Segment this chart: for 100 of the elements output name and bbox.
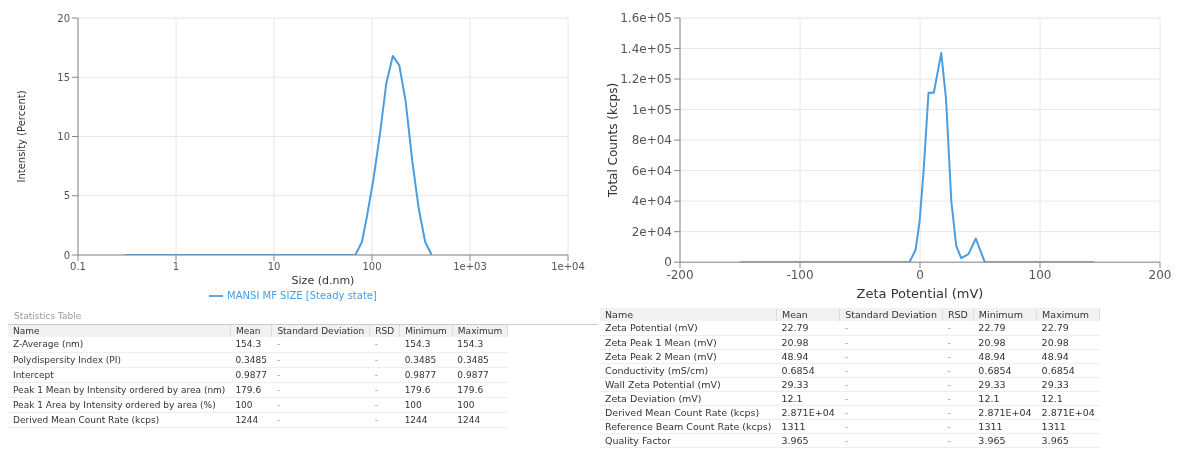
- category-label: Name: [600, 308, 777, 321]
- text: -: [276, 369, 281, 380]
- category-label: Name: [8, 325, 231, 337]
- y-tick-label: 1.2e+05: [620, 72, 672, 87]
- text: 179.6: [457, 384, 484, 395]
- text: -: [844, 420, 849, 432]
- text: -: [947, 434, 951, 446]
- text: 20.98: [781, 336, 809, 348]
- text: 154.3: [235, 339, 262, 350]
- x-tick-label: -200: [666, 267, 694, 282]
- text: -: [374, 369, 378, 380]
- text: 0.3485: [457, 354, 489, 365]
- x-tick-label: 0: [916, 267, 924, 282]
- text: 0.6854: [978, 364, 1012, 376]
- category-label: Mean: [230, 325, 272, 337]
- text: 3.965: [978, 434, 1006, 446]
- text: 22.79: [978, 322, 1006, 334]
- text: 1311: [1041, 420, 1066, 432]
- text: 0.9877: [404, 369, 437, 380]
- text: Zeta Deviation (mV): [605, 392, 702, 404]
- text: 179.6: [404, 384, 431, 395]
- text: 29.33: [1041, 378, 1069, 390]
- text: -: [947, 420, 951, 432]
- text: -: [947, 350, 951, 362]
- x-tick-label: 200: [1148, 267, 1172, 282]
- text: Zeta Peak 1 Mean (mV): [605, 336, 717, 348]
- text: -: [374, 414, 378, 425]
- y-tick-label: 20: [57, 12, 70, 24]
- text: 0.3485: [235, 354, 267, 365]
- text: 100: [404, 399, 422, 410]
- text: Polydispersity Index (PI): [13, 354, 121, 365]
- category-label: Standard Deviation: [839, 308, 943, 321]
- text: 1244: [404, 414, 428, 425]
- y-tick-label: 5: [63, 190, 70, 202]
- text: 12.1: [781, 392, 803, 404]
- text: 2.871E+04: [978, 406, 1032, 418]
- text: Statistics Table: [8, 308, 598, 325]
- text: -: [844, 406, 849, 418]
- text: 1244: [235, 414, 259, 425]
- text: -: [844, 364, 849, 376]
- line-series: [739, 52, 1095, 263]
- text: 0.6854: [781, 364, 815, 376]
- text: -: [374, 339, 378, 350]
- legend-label: MANSI MF SIZE [Steady state]: [227, 290, 377, 301]
- text: -: [947, 364, 951, 376]
- text: 154.3: [457, 339, 484, 350]
- text: 12.1: [978, 392, 1000, 404]
- text: 22.79: [781, 322, 809, 334]
- text: -: [947, 378, 951, 390]
- text: Conductivity (mS/cm): [605, 364, 709, 376]
- text: -: [844, 350, 849, 362]
- text: -: [374, 399, 378, 410]
- y-axis-title: Intensity (Percent): [15, 90, 27, 183]
- text: -: [947, 322, 951, 334]
- y-tick-label: 1e+05: [631, 102, 672, 117]
- text: 0.3485: [404, 354, 437, 365]
- text: 20.98: [978, 336, 1006, 348]
- x-tick-label: 1e+04: [551, 261, 585, 273]
- text: Zeta Peak 2 Mean (mV): [605, 350, 717, 362]
- text: 12.1: [1041, 392, 1063, 404]
- text: -: [844, 434, 849, 446]
- x-tick-label: 1: [172, 261, 180, 273]
- category-label: RSD: [942, 308, 974, 321]
- text: 48.94: [978, 350, 1006, 362]
- category-label: Maximum: [452, 325, 508, 337]
- text: Peak 1 Area by Intensity ordered by area (%): [13, 399, 216, 410]
- x-tick-label: 0.1: [70, 261, 86, 273]
- text: Zeta Potential (mV): [605, 322, 698, 334]
- text: -: [947, 392, 951, 404]
- x-tick-label: 100: [362, 261, 382, 273]
- text: -: [276, 384, 281, 395]
- category-label: RSD: [369, 325, 400, 337]
- x-tick-label: 10: [267, 261, 281, 273]
- text: -: [844, 322, 849, 334]
- category-label: Minimum: [973, 308, 1037, 321]
- text: -: [276, 399, 281, 410]
- text: 179.6: [235, 384, 262, 395]
- text: 1311: [978, 420, 1003, 432]
- text: -: [844, 336, 849, 348]
- text: 48.94: [1041, 350, 1069, 362]
- text: -: [947, 336, 951, 348]
- text: 29.33: [781, 378, 809, 390]
- text: 100: [235, 399, 253, 410]
- x-tick-label: 100: [1028, 267, 1052, 282]
- text: -: [947, 406, 951, 418]
- text: 2.871E+04: [1041, 406, 1095, 418]
- text: 3.965: [781, 434, 809, 446]
- text: -: [374, 354, 378, 365]
- x-tick-label: 1e+03: [453, 261, 487, 273]
- text: 0.9877: [457, 369, 489, 380]
- text: 20.98: [1041, 336, 1069, 348]
- text: -: [276, 339, 281, 350]
- text: 29.33: [978, 378, 1006, 390]
- y-tick-label: 6e+04: [631, 163, 672, 178]
- text: 1244: [457, 414, 481, 425]
- y-axis-title: Total Counts (kcps): [606, 82, 621, 199]
- x-axis-title: Size (d.nm): [291, 274, 355, 287]
- text: Z-Average (nm): [13, 339, 84, 350]
- text: Intercept: [13, 369, 54, 380]
- category-label: Maximum: [1036, 308, 1100, 321]
